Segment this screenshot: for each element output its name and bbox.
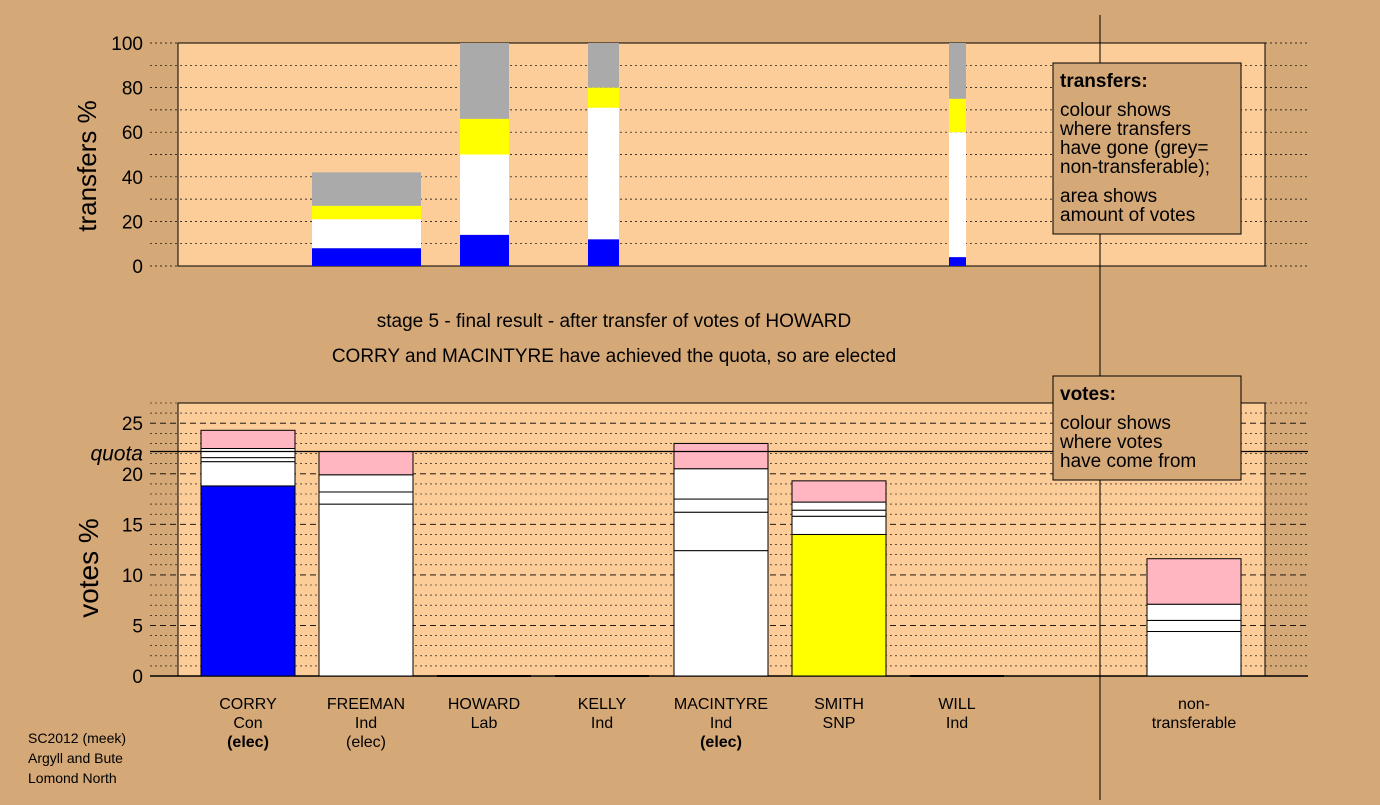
vote-bar-segment [200, 485, 296, 677]
transfer-bar-segment [588, 239, 619, 266]
y-tick-label: 60 [122, 123, 143, 144]
vote-bar-segment [791, 515, 887, 535]
candidate-name: HOWARD [448, 696, 520, 713]
vote-bar-segment [200, 448, 296, 459]
transfer-bar-segment [460, 154, 509, 235]
transfer-bar-segment [460, 43, 509, 119]
vote-bar-segment [673, 550, 769, 677]
vote-bar-segment [318, 503, 414, 677]
candidate-name: MACINTYRE [674, 696, 768, 713]
candidate-name: non- [1178, 696, 1210, 713]
vote-bar-segment [1146, 619, 1242, 633]
candidate-name: WILL [938, 696, 975, 713]
candidate-party: Ind [591, 715, 613, 732]
transfer-bar-segment [949, 98, 966, 133]
footer-line: Lomond North [28, 770, 117, 786]
footer-line: Argyll and Bute [28, 750, 123, 766]
y-tick-label: 80 [122, 79, 143, 100]
vote-bar-segment [1146, 631, 1242, 677]
transfer-bar-segment [949, 43, 966, 99]
vote-bar-segment [791, 480, 887, 503]
y-tick-label: 40 [122, 168, 143, 189]
vote-bar-segment [673, 442, 769, 470]
vote-bar-segment [673, 468, 769, 500]
y-tick-label: 5 [132, 616, 143, 637]
transfer-bar-segment [312, 219, 421, 249]
transfer-bar-segment [949, 132, 966, 258]
vote-bar-segment [1146, 603, 1242, 621]
y-tick-label: 15 [122, 515, 143, 536]
votes-legend-line: colour shows [1060, 413, 1171, 434]
transfers-legend-line: amount of votes [1060, 205, 1195, 226]
vote-bar-segment [318, 474, 414, 493]
vote-bar-segment [318, 491, 414, 505]
candidate-party: Con [233, 715, 262, 732]
candidate-party: SNP [823, 715, 856, 732]
transfers-legend-title: transfers: [1060, 71, 1148, 92]
candidate-party: Ind [946, 715, 968, 732]
votes-y-axis-label: votes % [73, 518, 104, 618]
transfers-legend-line: colour shows [1060, 100, 1171, 121]
votes-x-categories: CORRY Con (elec) FREEMAN Ind (elec) HOWARD Lab K… [219, 696, 1236, 751]
vote-bar-segment [200, 461, 296, 487]
result-heading: CORRY and MACINTYRE have achieved the qu… [332, 346, 896, 367]
candidate-status: (elec) [227, 734, 269, 751]
candidate-name: SMITH [814, 696, 864, 713]
y-tick-label: 20 [122, 465, 143, 486]
transfer-bar-segment [460, 234, 509, 266]
votes-chart: 0 5 10 15 20 25 CORRY Con (elec) FREEMAN Ind (elec… [73, 402, 1308, 751]
votes-legend-line: where votes [1059, 432, 1162, 453]
transfer-bar-segment [312, 205, 421, 220]
candidate-name: CORRY [219, 696, 277, 713]
transfer-bar-segment [588, 107, 619, 240]
transfers-legend-line: non-transferable); [1060, 157, 1210, 178]
y-tick-label: 10 [122, 566, 143, 587]
transfer-bar-segment [588, 87, 619, 108]
vote-bar-segment [673, 511, 769, 552]
candidate-status: (elec) [700, 734, 742, 751]
y-tick-label: 0 [132, 257, 143, 278]
y-tick-label: 25 [122, 414, 143, 435]
vote-bar-segment [200, 457, 296, 463]
y-tick-label: 20 [122, 212, 143, 233]
candidate-name: KELLY [578, 696, 627, 713]
votes-legend-line: have come from [1060, 451, 1196, 472]
transfers-legend-box: transfers: colour shows where transfers … [1052, 62, 1242, 235]
vote-bar-segment [791, 533, 887, 677]
votes-bars [200, 429, 1242, 677]
vote-bar-segment [791, 509, 887, 517]
votes-y-ticks: 0 5 10 15 20 25 [122, 414, 143, 688]
votes-legend-box: votes: colour shows where votes have com… [1052, 375, 1242, 481]
transfers-y-axis-label: transfers % [72, 100, 102, 232]
transfers-bars [312, 43, 966, 266]
y-tick-label: 0 [132, 667, 143, 688]
transfers-legend-line: have gone (grey= [1060, 138, 1208, 159]
vote-bar-segment [791, 501, 887, 511]
transfers-legend-line: area shows [1060, 186, 1157, 207]
transfer-bar-segment [949, 257, 966, 266]
candidate-party: Lab [471, 715, 498, 732]
transfers-y-ticks: 0 20 40 60 80 100 [111, 34, 143, 278]
quota-label: quota [90, 443, 143, 466]
transfer-bar-segment [588, 43, 619, 88]
vote-bar-segment [200, 429, 296, 449]
transfer-bar-segment [312, 172, 421, 206]
candidate-party: transferable [1152, 715, 1237, 732]
transfer-bar-segment [460, 118, 509, 155]
vote-bar-segment [318, 451, 414, 476]
vote-bar-segment [1146, 558, 1242, 605]
candidate-status: (elec) [346, 734, 386, 751]
footer-line: SC2012 (meek) [28, 730, 126, 746]
y-tick-label: 100 [111, 34, 143, 55]
stage-heading: stage 5 - final result - after transfer … [377, 311, 851, 332]
candidate-party: Ind [355, 715, 377, 732]
transfer-bar-segment [312, 248, 421, 266]
vote-bar-segment [673, 498, 769, 513]
votes-legend-title: votes: [1060, 384, 1116, 405]
candidate-party: Ind [710, 715, 732, 732]
candidate-name: FREEMAN [327, 696, 405, 713]
transfers-legend-line: where transfers [1059, 119, 1191, 140]
